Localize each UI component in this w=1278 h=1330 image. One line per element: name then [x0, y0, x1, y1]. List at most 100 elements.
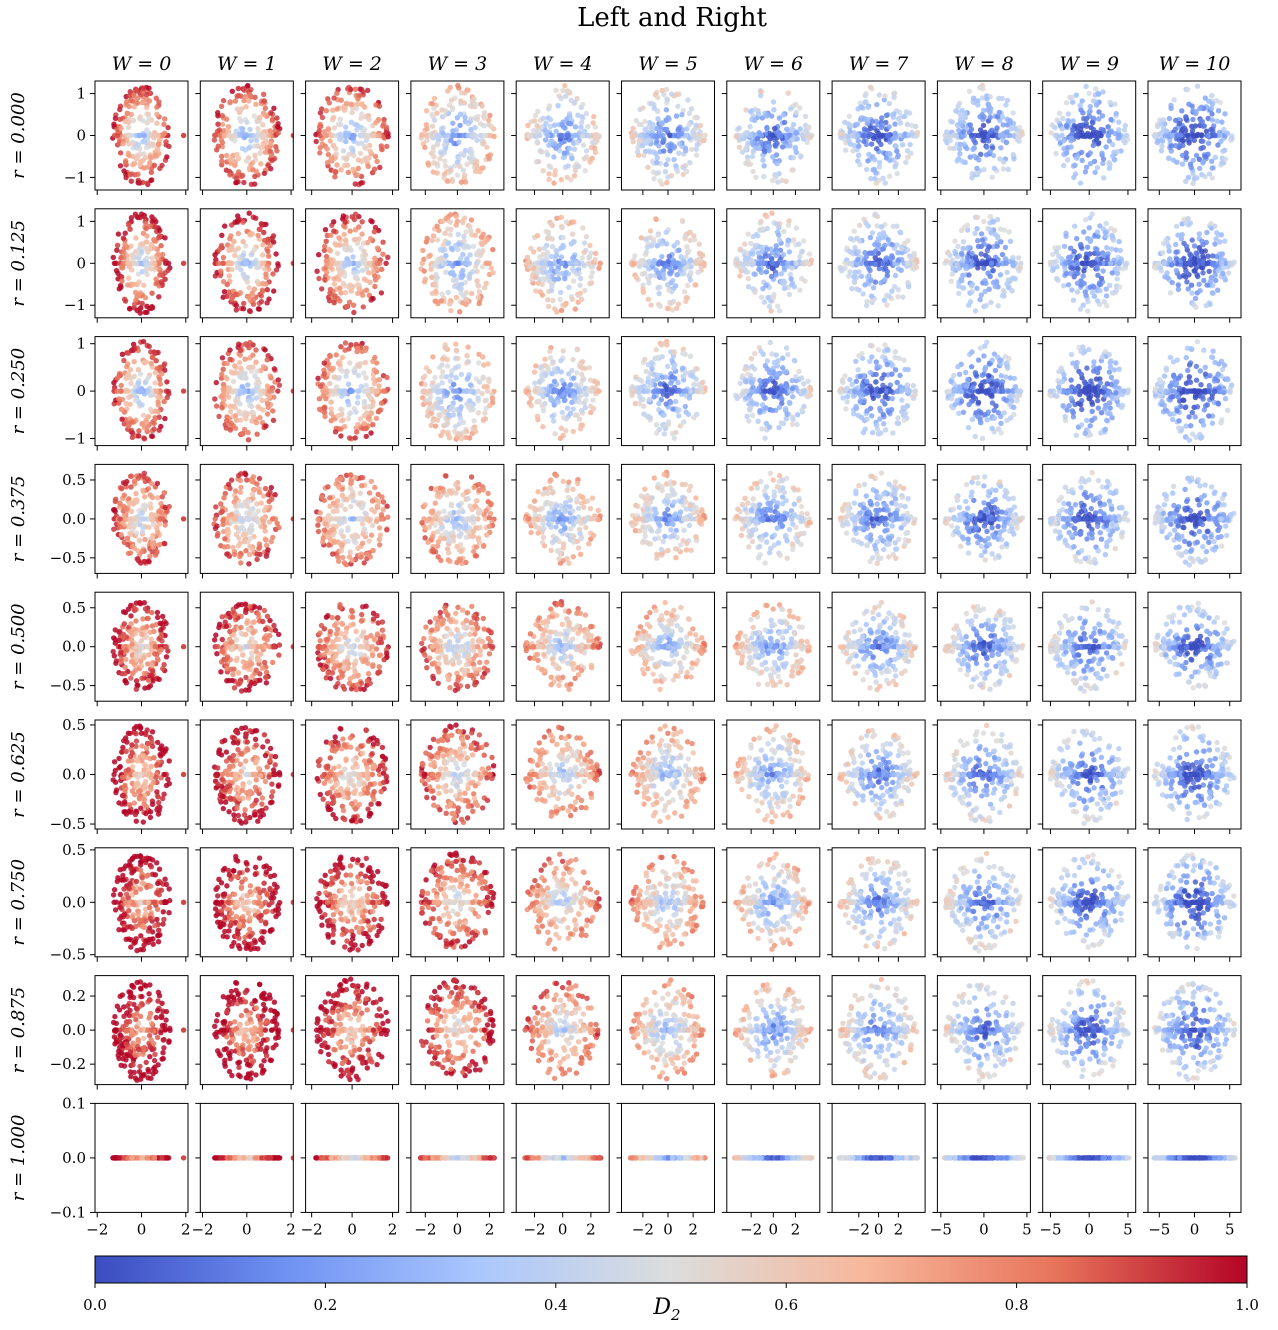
scatter-point	[891, 95, 896, 100]
scatter-point	[1206, 99, 1211, 104]
scatter-point	[1124, 261, 1129, 266]
scatter-point	[738, 246, 743, 251]
scatter-point	[760, 226, 765, 231]
row-header: r = 0.000	[8, 92, 29, 179]
scatter-point	[688, 270, 693, 275]
scatter-point	[1164, 270, 1169, 275]
scatter-point	[463, 229, 468, 234]
scatter-point	[120, 141, 125, 146]
scatter-point	[630, 126, 635, 131]
scatter-point	[1064, 100, 1069, 105]
scatter-point	[545, 133, 550, 138]
scatter-point	[668, 301, 673, 306]
scatter-point	[355, 241, 360, 246]
scatter-point	[786, 91, 791, 96]
scatter-point	[970, 289, 975, 294]
scatter-points	[1048, 211, 1130, 314]
scatter-point	[227, 172, 232, 177]
scatter-point	[969, 251, 974, 256]
scatter-points	[314, 212, 390, 316]
scatter-point	[1070, 100, 1075, 105]
scatter-point	[350, 214, 355, 219]
scatter-point	[377, 165, 382, 170]
scatter-point	[218, 269, 223, 274]
scatter-point	[984, 303, 989, 308]
scatter-point	[236, 231, 241, 236]
scatter-point	[1174, 224, 1179, 229]
scatter-point	[575, 140, 580, 145]
scatter-point	[897, 230, 902, 235]
scatter-point	[1070, 95, 1075, 100]
scatter-point	[156, 99, 161, 104]
scatter-point	[865, 158, 870, 163]
scatter-point	[1084, 124, 1089, 129]
scatter-point	[745, 158, 750, 163]
scatter-point	[969, 263, 974, 268]
scatter-point	[564, 219, 569, 224]
scatter-point	[337, 277, 342, 282]
scatter-point	[350, 254, 355, 259]
scatter-point	[794, 225, 799, 230]
scatter-point	[559, 225, 564, 230]
scatter-point	[373, 120, 378, 125]
scatter-point	[479, 240, 484, 245]
scatter-point	[659, 241, 664, 246]
scatter-point	[429, 275, 434, 280]
scatter-point	[805, 261, 810, 266]
scatter-point	[797, 105, 802, 110]
scatter-point	[1050, 122, 1055, 127]
scatter-point	[221, 98, 226, 103]
scatter-point	[571, 278, 576, 283]
scatter-point	[956, 291, 961, 296]
scatter-point	[770, 154, 775, 159]
scatter-point	[445, 133, 450, 138]
scatter-point	[324, 133, 329, 138]
scatter-point	[559, 308, 564, 313]
scatter-point	[771, 107, 776, 112]
scatter-point	[153, 276, 158, 281]
scatter-point	[1096, 92, 1101, 97]
scatter-point	[215, 122, 220, 127]
scatter-point	[1000, 133, 1005, 138]
scatter-point	[587, 243, 592, 248]
scatter-point	[887, 101, 892, 106]
scatter-point	[874, 181, 879, 186]
scatter-point	[485, 237, 490, 242]
scatter-point	[753, 107, 758, 112]
scatter-point	[431, 169, 436, 174]
scatter-point	[250, 167, 255, 172]
scatter-point	[890, 242, 895, 247]
scatter-point	[118, 150, 123, 155]
scatter-point	[1065, 157, 1070, 162]
scatter-point	[334, 151, 339, 156]
scatter-point	[692, 127, 697, 132]
scatter-point	[635, 145, 640, 150]
scatter-point	[1201, 145, 1206, 150]
scatter-point	[264, 140, 269, 145]
scatter-point	[1110, 270, 1115, 275]
scatter-point	[332, 241, 337, 246]
scatter-point	[322, 277, 327, 282]
scatter-point	[996, 303, 1001, 308]
scatter-point	[682, 289, 687, 294]
scatter-point	[776, 232, 781, 237]
scatter-point	[591, 114, 596, 119]
scatter-point	[855, 133, 860, 138]
scatter-point	[1012, 125, 1017, 130]
scatter-point	[907, 142, 912, 147]
scatter-point	[974, 226, 979, 231]
scatter-point	[482, 115, 487, 120]
scatter-point	[977, 85, 982, 90]
scatter-point	[219, 104, 224, 109]
scatter-point	[457, 133, 462, 138]
scatter-point	[379, 143, 384, 148]
column-header: W = 2	[322, 53, 382, 75]
scatter-point	[805, 131, 810, 136]
scatter-point	[874, 146, 879, 151]
scatter-point	[701, 261, 706, 266]
scatter-point	[261, 92, 266, 97]
scatter-point	[152, 224, 157, 229]
scatter-point	[244, 132, 249, 137]
scatter-point	[571, 219, 576, 224]
scatter-point	[803, 114, 808, 119]
